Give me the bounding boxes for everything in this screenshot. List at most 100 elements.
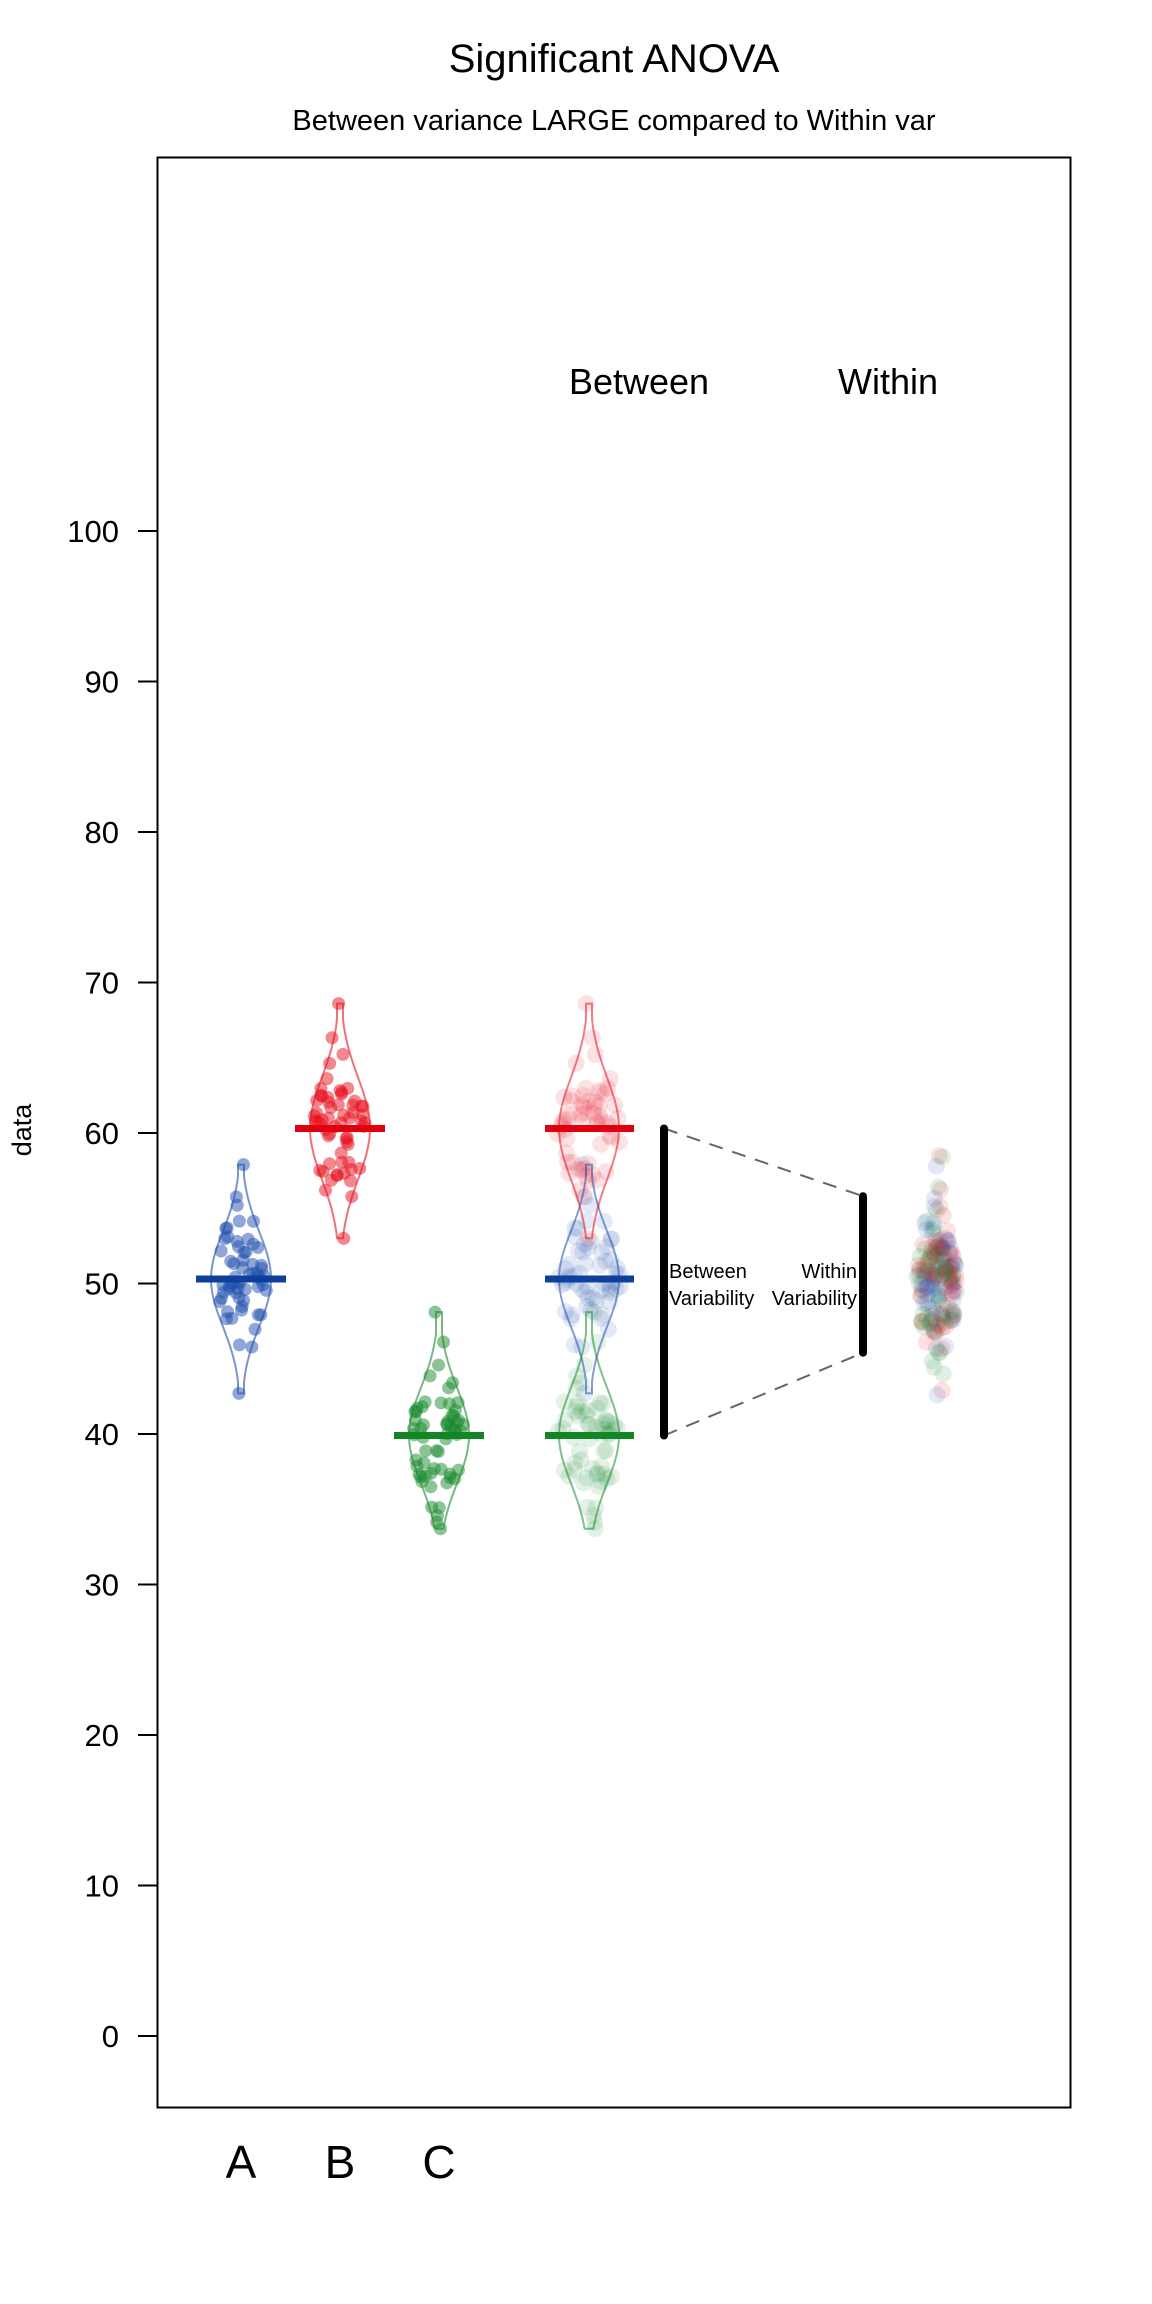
- data-point: [569, 1394, 587, 1412]
- data-point: [926, 1261, 944, 1279]
- data-point: [575, 1474, 593, 1492]
- data-point: [931, 1288, 949, 1306]
- data-point: [936, 1279, 954, 1297]
- variability-comparison: Between Variability Within Variability: [660, 1124, 867, 1440]
- data-point: [943, 1276, 961, 1294]
- data-point: [945, 1281, 963, 1299]
- data-point: [940, 1263, 958, 1281]
- data-point: [930, 1343, 948, 1361]
- data-point: [573, 1403, 591, 1421]
- data-point: [914, 1235, 932, 1253]
- data-point: [928, 1386, 946, 1404]
- combined-between-column: [545, 995, 634, 1538]
- data-point: [566, 1460, 584, 1478]
- data-point: [345, 1190, 359, 1204]
- data-point: [592, 1135, 610, 1153]
- data-point: [600, 1413, 618, 1431]
- y-tick-label: 30: [85, 1568, 119, 1603]
- within-variability-label-1: Within: [801, 1261, 857, 1283]
- data-point: [919, 1277, 937, 1295]
- data-point: [929, 1244, 947, 1262]
- data-point: [409, 1453, 423, 1467]
- data-point: [928, 1201, 946, 1219]
- data-point: [560, 1109, 578, 1127]
- data-point: [581, 1415, 599, 1433]
- data-point: [579, 1289, 597, 1307]
- data-point: [933, 1381, 951, 1399]
- data-point: [597, 1163, 615, 1181]
- data-point: [918, 1278, 936, 1296]
- data-point: [925, 1198, 943, 1216]
- data-point: [423, 1369, 437, 1383]
- data-point: [916, 1240, 934, 1258]
- data-point: [913, 1313, 931, 1331]
- data-point: [937, 1317, 955, 1335]
- data-point: [934, 1245, 952, 1263]
- data-point: [926, 1245, 944, 1263]
- data-point: [928, 1234, 946, 1252]
- data-point: [933, 1148, 951, 1166]
- data-point: [930, 1237, 948, 1255]
- within-scatter: [908, 1147, 965, 1404]
- data-point: [917, 1333, 935, 1351]
- data-point: [925, 1219, 943, 1237]
- data-point: [940, 1232, 958, 1250]
- data-point: [945, 1274, 963, 1292]
- data-point: [923, 1238, 941, 1256]
- data-point: [919, 1285, 937, 1303]
- data-point: [936, 1263, 954, 1281]
- data-point: [354, 1114, 368, 1128]
- data-point: [607, 1280, 625, 1298]
- data-point: [915, 1261, 933, 1279]
- data-point: [925, 1244, 943, 1262]
- data-point: [926, 1189, 944, 1207]
- group-c: [394, 1305, 484, 1536]
- data-point: [934, 1206, 952, 1224]
- data-point: [579, 1092, 597, 1110]
- data-point: [319, 1183, 333, 1197]
- data-point: [566, 1454, 584, 1472]
- data-point: [595, 1442, 613, 1460]
- y-axis-label: data: [7, 1103, 37, 1157]
- data-point: [437, 1335, 451, 1349]
- data-point: [935, 1251, 953, 1269]
- data-point: [245, 1340, 259, 1354]
- data-point: [602, 1129, 620, 1147]
- data-point: [934, 1307, 952, 1325]
- data-point: [251, 1240, 265, 1254]
- data-point: [235, 1299, 249, 1313]
- data-point: [575, 1099, 593, 1117]
- data-point: [559, 1106, 577, 1124]
- data-point: [933, 1258, 951, 1276]
- data-point: [933, 1266, 951, 1284]
- data-point: [928, 1304, 946, 1322]
- data-point: [235, 1261, 249, 1275]
- data-point: [921, 1248, 939, 1266]
- y-tick-label: 80: [85, 815, 119, 850]
- data-point: [933, 1296, 951, 1314]
- data-point: [914, 1318, 932, 1336]
- data-point: [921, 1314, 939, 1332]
- data-point: [930, 1290, 948, 1308]
- data-point: [916, 1268, 934, 1286]
- data-point: [943, 1310, 961, 1328]
- data-point: [576, 1255, 594, 1273]
- data-point: [927, 1157, 945, 1175]
- violin-outline: [557, 1002, 621, 1240]
- data-point: [908, 1267, 926, 1285]
- data-point: [575, 1188, 593, 1206]
- data-point: [578, 1297, 596, 1315]
- data-point: [579, 1415, 597, 1433]
- data-point: [930, 1316, 948, 1334]
- data-point: [911, 1260, 929, 1278]
- data-point: [569, 1242, 587, 1260]
- data-point: [237, 1245, 251, 1259]
- data-point: [572, 1106, 590, 1124]
- data-point: [941, 1244, 959, 1262]
- data-point: [576, 1235, 594, 1253]
- data-point: [944, 1305, 962, 1323]
- data-point: [567, 1398, 585, 1416]
- data-point: [251, 1308, 265, 1322]
- data-point: [943, 1259, 961, 1277]
- data-point: [931, 1344, 949, 1362]
